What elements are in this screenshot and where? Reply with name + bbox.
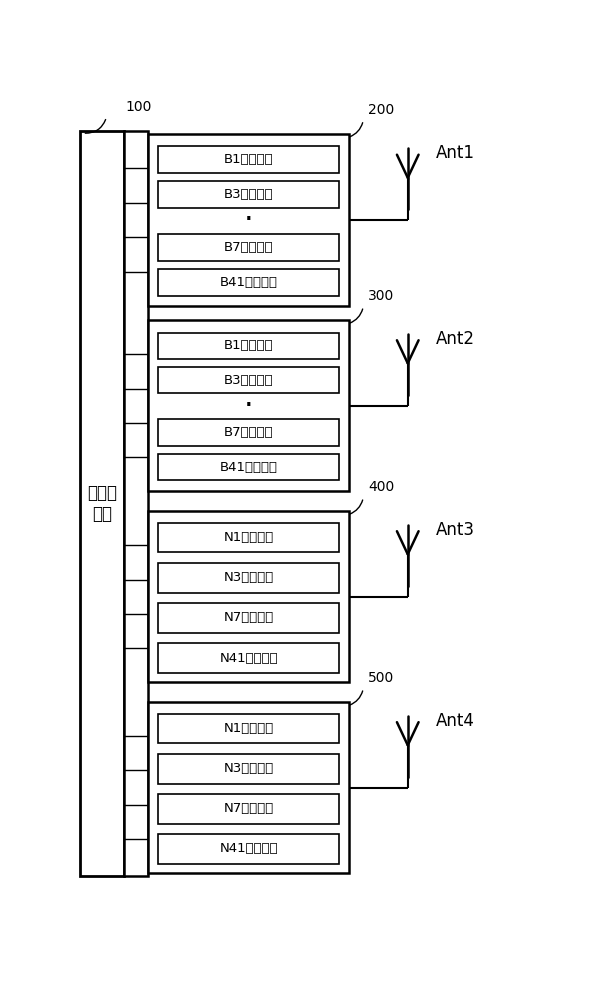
Text: Ant1: Ant1 (436, 144, 475, 162)
Text: 射频收
发器: 射频收 发器 (87, 484, 117, 523)
Text: N1接收通路: N1接收通路 (224, 531, 274, 544)
Text: N3接收通路: N3接收通路 (224, 571, 274, 584)
Bar (148, 511, 349, 682)
Text: B3接收通路: B3接收通路 (224, 188, 273, 201)
Bar (148, 134, 349, 306)
Bar (158, 269, 339, 296)
Text: B7接收通路: B7接收通路 (224, 241, 273, 254)
Text: N3接收通路: N3接收通路 (224, 762, 274, 775)
Bar (124, 131, 148, 876)
Text: 300: 300 (368, 289, 394, 303)
Text: 200: 200 (368, 103, 394, 117)
Text: N7接收通路: N7接收通路 (224, 802, 274, 815)
Text: B41接收通路: B41接收通路 (220, 276, 278, 289)
Bar (158, 181, 339, 208)
Bar (158, 146, 339, 173)
Bar (148, 702, 349, 873)
Bar (158, 523, 339, 552)
Bar (158, 454, 339, 480)
Text: 400: 400 (368, 480, 394, 494)
Text: B41接收通路: B41接收通路 (220, 461, 278, 474)
Text: 500: 500 (368, 671, 394, 685)
Bar (158, 714, 339, 743)
Text: 100: 100 (125, 100, 152, 114)
Bar (158, 643, 339, 673)
Bar (158, 367, 339, 393)
Text: N7接收通路: N7接收通路 (224, 611, 274, 624)
Text: N41接收通路: N41接收通路 (220, 652, 278, 665)
Bar (158, 794, 339, 824)
Text: N1接收通路: N1接收通路 (224, 722, 274, 735)
Text: Ant3: Ant3 (436, 521, 475, 539)
Text: ·: · (244, 392, 254, 421)
Bar (158, 834, 339, 864)
Bar (148, 320, 349, 491)
Text: Ant4: Ant4 (436, 712, 475, 730)
Text: B1接收通路: B1接收通路 (224, 153, 273, 166)
Bar (158, 234, 339, 261)
Bar (80, 131, 124, 876)
Text: B3接收通路: B3接收通路 (224, 374, 273, 387)
Text: N41接收通路: N41接收通路 (220, 842, 278, 855)
Bar (158, 563, 339, 593)
Bar (158, 603, 339, 633)
Text: ·: · (244, 206, 254, 235)
Bar (158, 333, 339, 359)
Bar (158, 419, 339, 446)
Text: B7接收通路: B7接收通路 (224, 426, 273, 439)
Text: B1接收通路: B1接收通路 (224, 339, 273, 352)
Text: Ant2: Ant2 (436, 330, 475, 348)
Bar (158, 754, 339, 784)
